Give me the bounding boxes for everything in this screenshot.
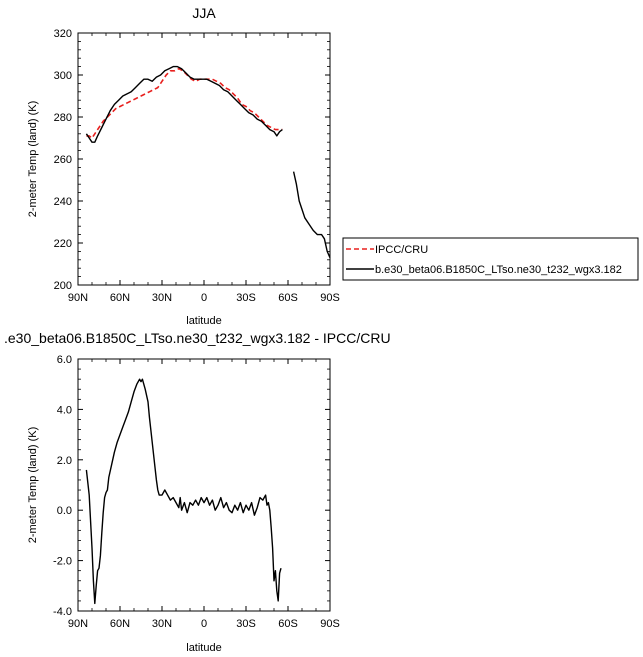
y-tick-label: 240 [54,196,72,208]
panel-top-frame [77,32,331,286]
x-tick-label: 90S [320,618,340,630]
y-tick-label: -4.0 [53,606,72,618]
y-tick-label: 320 [54,28,72,40]
series-line-ipcc-cru [86,67,283,139]
panel-bottom-ylabel: 2-meter Temp (land) (K) [27,427,39,544]
y-tick-label: 280 [54,112,72,124]
x-tick-label: 60S [278,292,298,304]
panel-top-ylabel: 2-meter Temp (land) (K) [27,101,39,218]
y-tick-label: 300 [54,70,72,82]
y-tick-label: 0.0 [57,505,72,517]
panel-top-title: JJA [192,5,216,21]
y-tick-label: 200 [54,280,72,292]
panel-bottom: .e30_beta06.B1850C_LTso.ne30_t232_wgx3.1… [4,330,391,654]
series-line-model [292,171,331,258]
panel-bottom-frame [77,358,331,612]
panel-bottom-title: .e30_beta06.B1850C_LTso.ne30_t232_wgx3.1… [4,330,391,346]
x-tick-label: 60N [110,618,130,630]
x-tick-label: 90N [68,618,88,630]
x-tick-label: 0 [201,292,207,304]
y-tick-label: 2.0 [57,455,72,467]
x-tick-label: 90N [68,292,88,304]
panel-top-xlabel: latitude [186,315,221,327]
x-tick-label: 60N [110,292,130,304]
y-tick-label: 260 [54,154,72,166]
x-tick-label: 30N [152,618,172,630]
panel-bottom-xlabel: latitude [186,642,221,654]
x-tick-label: 0 [201,618,207,630]
x-tick-label: 30N [152,292,172,304]
y-tick-label: 6.0 [57,354,72,366]
y-tick-label: 220 [54,238,72,250]
legend-label-model: b.e30_beta06.B1850C_LTso.ne30_t232_wgx3.… [375,264,622,276]
y-tick-label: 4.0 [57,404,72,416]
x-tick-label: 60S [278,618,298,630]
legend-box [342,237,639,281]
y-tick-label: -2.0 [53,556,72,568]
x-tick-label: 90S [320,292,340,304]
legend-label-ipcc: IPCC/CRU [375,244,428,256]
series-line-model [85,65,283,143]
x-tick-label: 30S [236,618,256,630]
legend: IPCC/CRU b.e30_beta06.B1850C_LTso.ne30_t… [342,237,639,281]
series-line-difference [85,378,282,605]
panel-top: JJA 2-meter Temp (land) (K) latitude 90N… [27,5,340,327]
x-tick-label: 30S [236,292,256,304]
